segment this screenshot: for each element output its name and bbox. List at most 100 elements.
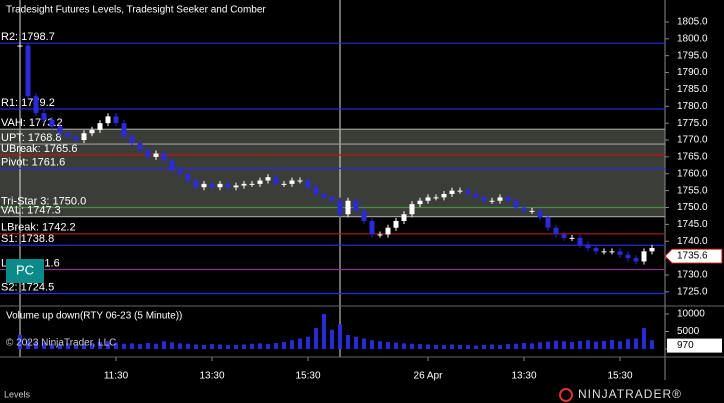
y-tick-label: 1760.0 (677, 168, 708, 179)
candle (17, 45, 23, 47)
candle (241, 183, 247, 186)
candle (57, 126, 63, 134)
volume-bar (130, 343, 134, 349)
volume-bar (154, 343, 158, 349)
candle (225, 183, 231, 188)
volume-bar (218, 344, 222, 349)
candle (401, 214, 407, 221)
candle (617, 251, 623, 255)
volume-bar (370, 340, 374, 349)
volume-last-label: 970 (677, 340, 694, 351)
volume-bar (618, 341, 622, 349)
volume-bar (362, 338, 366, 349)
y-tick-label: 1725.0 (677, 286, 708, 297)
candle (361, 210, 367, 221)
volume-bar (282, 341, 286, 349)
candle (81, 133, 87, 141)
volume-bar (474, 345, 478, 349)
volume-bar (122, 343, 126, 349)
logo: NINJATRADER® (578, 387, 682, 401)
candle (329, 197, 335, 201)
candle (433, 197, 439, 199)
candle (321, 193, 327, 198)
volume-bar (194, 344, 198, 349)
candle (257, 180, 263, 184)
candle (473, 193, 479, 198)
volume-bar (242, 344, 246, 349)
candle (145, 150, 151, 157)
candle (193, 180, 199, 188)
volume-bar (58, 344, 62, 349)
candle (353, 200, 359, 211)
candle (265, 177, 271, 181)
level-label: VAH: 1773.2 (1, 117, 63, 129)
candle (89, 129, 95, 134)
y-tick-label: 1740.0 (677, 236, 708, 247)
volume-bar (650, 340, 654, 349)
volume-last-box (667, 338, 722, 353)
volume-bar (146, 343, 150, 349)
candle (65, 133, 71, 137)
candle (561, 234, 567, 238)
volume-bar (346, 334, 350, 349)
pc-button-label[interactable]: PC (16, 262, 34, 277)
x-tick-label: 26 Apr (414, 371, 444, 382)
candle (585, 244, 591, 248)
volume-bar (530, 343, 534, 349)
candle (545, 217, 551, 228)
x-tick-label: 15:30 (295, 371, 320, 382)
volume-bar (138, 344, 142, 349)
volume-bar (554, 340, 558, 349)
candle (73, 136, 79, 141)
candle (129, 136, 135, 144)
candle (641, 251, 647, 262)
candle (345, 200, 351, 215)
candle (297, 180, 303, 182)
candle (409, 204, 415, 215)
candle (609, 251, 615, 253)
volume-bar (642, 327, 646, 349)
y-tick-label: 1780.0 (677, 101, 708, 112)
candle (633, 258, 639, 262)
volume-bar (626, 339, 630, 349)
level-label: R1: 1779.2 (1, 97, 55, 109)
volume-bar (170, 342, 174, 349)
level-label: R2: 1798.7 (1, 31, 55, 43)
candle (441, 193, 447, 198)
chart-title: Tradesight Futures Levels, Tradesight Se… (6, 5, 266, 16)
volume-bar (506, 344, 510, 349)
x-tick-label: 13:30 (199, 371, 224, 382)
volume-bar (490, 344, 494, 349)
level-label: UBreak: 1765.6 (1, 143, 77, 155)
y-tick-label: 1775.0 (677, 118, 708, 129)
x-tick-label: 15:30 (607, 371, 632, 382)
volume-bar (386, 341, 390, 349)
volume-bar (466, 345, 470, 349)
volume-bar (562, 341, 566, 349)
volume-bar (410, 343, 414, 349)
pc-button[interactable] (6, 259, 44, 283)
candle (569, 237, 575, 239)
volume-bar (378, 341, 382, 349)
candle (137, 143, 143, 151)
volume-bar (226, 345, 230, 349)
volume-bar (258, 343, 262, 349)
volume-bar (42, 342, 46, 349)
candle (169, 160, 175, 171)
y-tick-label: 10000 (677, 309, 705, 320)
volume-bar (202, 344, 206, 349)
candle (105, 116, 111, 124)
volume-bar (602, 340, 606, 349)
volume-bar (98, 341, 102, 349)
candle (217, 183, 223, 188)
candle (273, 177, 279, 184)
y-tick-label: 1750.0 (677, 202, 708, 213)
volume-bar (322, 313, 326, 349)
level-label: Pivot: 1761.6 (1, 156, 65, 168)
level-label: VAL: 1747.3 (1, 205, 61, 217)
candle (513, 200, 519, 208)
level-label: UPT: 1768.8 (1, 132, 62, 144)
candle (601, 251, 607, 253)
volume-bar (458, 344, 462, 349)
candle (153, 153, 159, 157)
